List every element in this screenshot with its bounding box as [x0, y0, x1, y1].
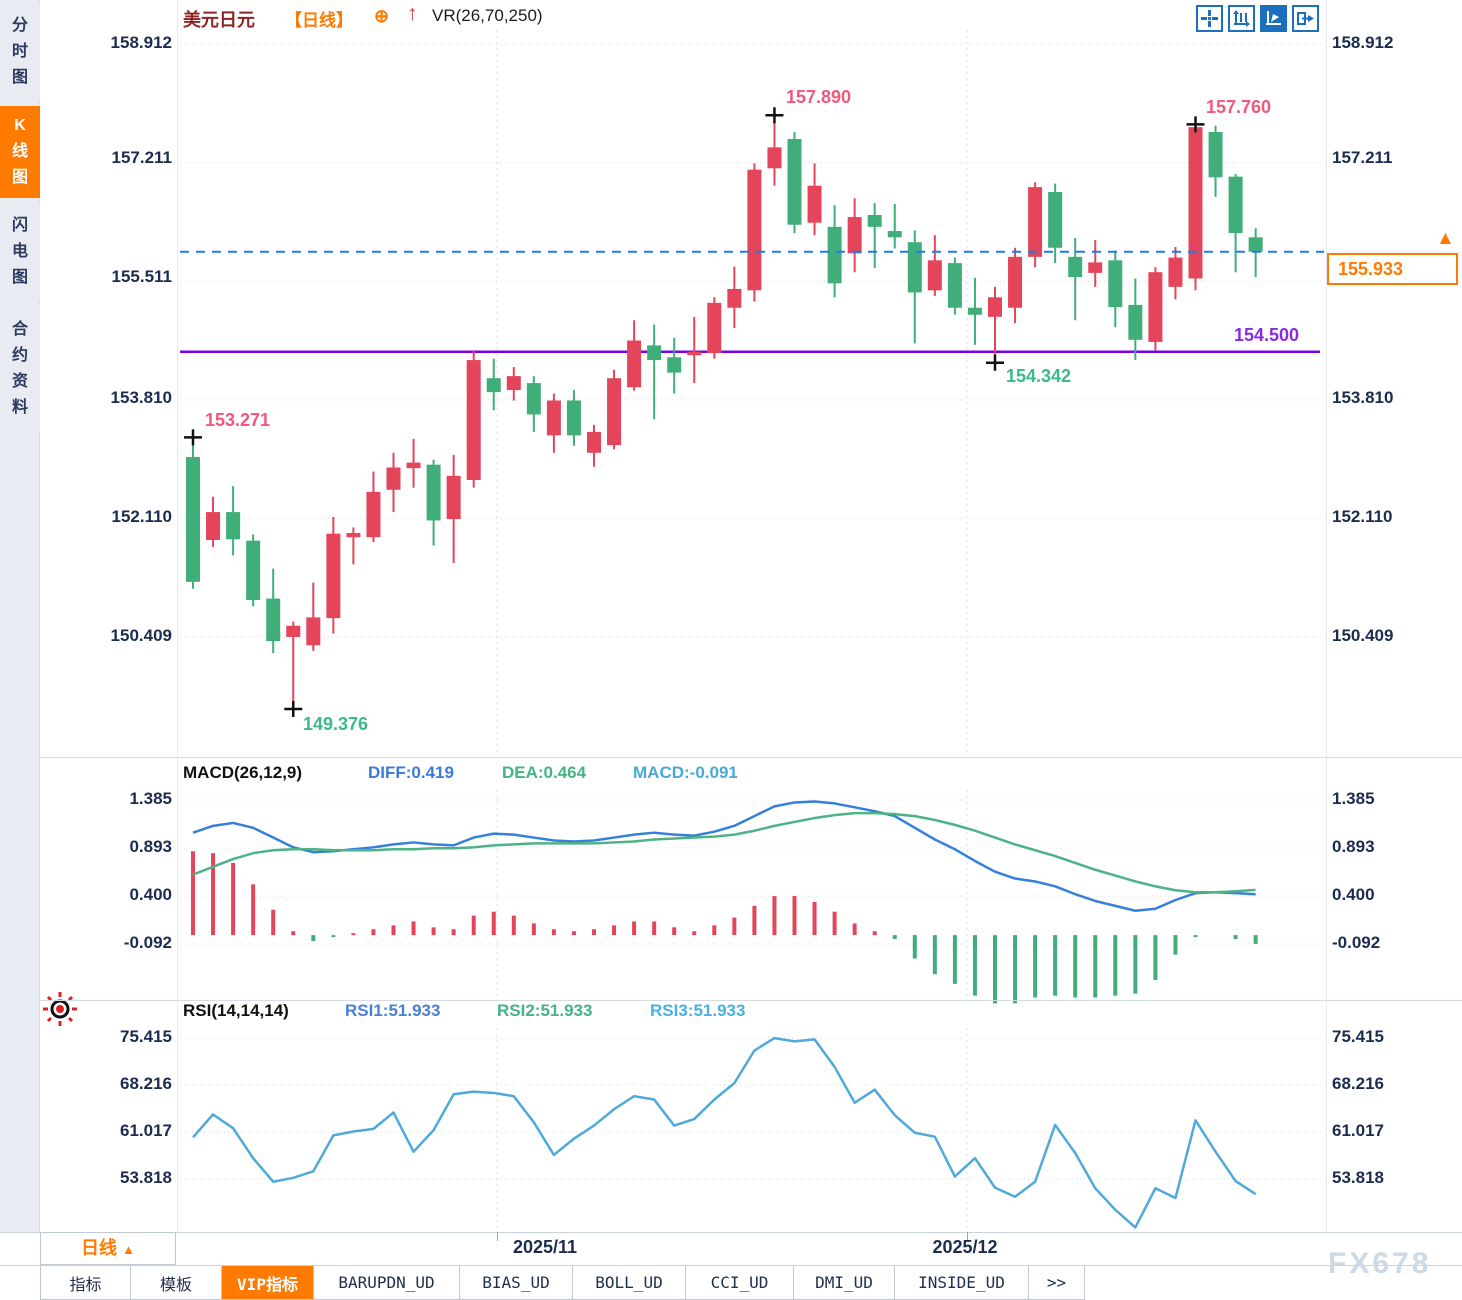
rsi1-value: RSI1:51.933: [345, 1001, 441, 1020]
macd-diff-value: DIFF:0.419: [368, 763, 454, 782]
sidebar-item-lightning-chart[interactable]: 闪电图: [0, 204, 40, 300]
symbol-title: 美元日元: [183, 10, 255, 30]
macd-axis-label-right: 0.893: [1332, 837, 1375, 856]
tab-templates[interactable]: 模板: [131, 1266, 222, 1300]
indicator-tab-bar: 指标 模板 VIP指标 BARUPDN_UD BIAS_UD BOLL_UD C…: [0, 1266, 1462, 1300]
price-axis-label: 152.110: [111, 507, 172, 526]
tab-cci-ud[interactable]: CCI_UD: [686, 1266, 794, 1300]
pointer-icon: [1266, 11, 1281, 25]
tab-boll-ud[interactable]: BOLL_UD: [573, 1266, 686, 1300]
rsi-axis-label-right: 68.216: [1332, 1074, 1384, 1093]
period-selector-label: 日线: [81, 1238, 118, 1258]
period-selector[interactable]: 日线 ▲: [40, 1232, 176, 1265]
price-axis-label: 158.912: [110, 33, 172, 52]
price-axis-label-right: 157.211: [1332, 148, 1393, 167]
rsi-axis-label: 75.415: [120, 1027, 172, 1046]
brand-watermark: FX678: [1328, 1247, 1432, 1280]
price-axis-label-right: 152.110: [1332, 507, 1393, 526]
sidebar-item-label: K线图: [11, 117, 28, 186]
macd-axis-label: 1.385: [129, 789, 172, 808]
tab-more[interactable]: >>: [1029, 1266, 1085, 1300]
month-tick: [967, 1232, 968, 1241]
tab-dmi-ud[interactable]: DMI_UD: [794, 1266, 895, 1300]
swing-high-label: 153.271: [205, 410, 271, 430]
exit-arrow-icon: [1297, 12, 1314, 25]
plot-right-border: [1326, 0, 1327, 1232]
price-axis-label-right: 150.409: [1332, 626, 1394, 645]
macd-dea-value: DEA:0.464: [502, 763, 587, 782]
overlay-indicator-label: VR(26,70,250): [432, 6, 543, 25]
rsi-title[interactable]: RSI(14,14,14): [183, 1001, 289, 1020]
sidebar-item-label: 合约资料: [11, 321, 28, 416]
tab-bias-ud[interactable]: BIAS_UD: [460, 1266, 573, 1300]
price-axis-label: 157.211: [111, 148, 172, 167]
sidebar-item-label: 分时图: [11, 17, 28, 86]
rsi-axis-label-right: 75.415: [1332, 1027, 1384, 1046]
live-target-icon[interactable]: [42, 990, 78, 1028]
current-price-tag[interactable]: 155.933: [1327, 253, 1458, 285]
tab-vip-indicators[interactable]: VIP指标: [222, 1266, 314, 1300]
support-level-label: 154.500: [1234, 325, 1300, 345]
time-axis-row: [0, 1232, 1462, 1266]
price-up-arrow-icon: ▲: [1436, 228, 1455, 249]
rsi2-value: RSI2:51.933: [497, 1001, 593, 1020]
price-axis-label: 155.511: [111, 267, 172, 286]
macd-title[interactable]: MACD(26,12,9): [183, 763, 303, 782]
time-axis-label: 2025/12: [932, 1237, 998, 1257]
swing-low-label: 149.376: [303, 714, 369, 734]
swing-high-label: 157.760: [1206, 97, 1272, 117]
macd-axis-label-right: 1.385: [1332, 789, 1375, 808]
panel-divider: [40, 757, 1462, 758]
macd-axis-label: 0.400: [129, 885, 172, 904]
rsi-axis-label-right: 53.818: [1332, 1168, 1384, 1187]
rsi-axis-label: 61.017: [120, 1121, 172, 1140]
price-axis-label: 150.409: [110, 626, 172, 645]
crosshair-tool-button[interactable]: [1196, 5, 1223, 32]
axis-scale-tool-button[interactable]: [1228, 5, 1255, 32]
rsi-axis-label: 53.818: [120, 1168, 172, 1187]
sidebar-item-label: 闪电图: [11, 217, 28, 286]
exit-fullscreen-button[interactable]: [1292, 5, 1319, 32]
pointer-tool-button[interactable]: [1260, 5, 1287, 32]
price-axis-label: 153.810: [110, 388, 172, 407]
crosshair-icon: [1201, 10, 1218, 27]
sidebar-item-timeline-chart[interactable]: 分时图: [0, 4, 40, 100]
macd-hist-value: MACD:-0.091: [633, 763, 738, 782]
month-tick: [497, 1232, 498, 1241]
sidebar-item-contract-info[interactable]: 合约资料: [0, 306, 40, 432]
tab-indicators[interactable]: 指标: [40, 1266, 131, 1300]
price-axis-label-right: 153.810: [1332, 388, 1394, 407]
macd-axis-label: -0.092: [123, 933, 172, 952]
swing-low-label: 154.342: [1006, 366, 1072, 386]
swing-high-label: 157.890: [786, 87, 852, 107]
panel-divider: [40, 1000, 1462, 1001]
plot-left-border: [177, 0, 178, 1232]
macd-axis-label: 0.893: [129, 837, 172, 856]
rsi-axis-label-right: 61.017: [1332, 1121, 1384, 1140]
macd-axis-label-right: 0.400: [1332, 885, 1375, 904]
period-tag[interactable]: 【日线】: [285, 11, 353, 30]
tab-barupdn-ud[interactable]: BARUPDN_UD: [314, 1266, 460, 1300]
add-indicator-icon[interactable]: ⊕: [374, 6, 390, 26]
tab-inside-ud[interactable]: INSIDE_UD: [895, 1266, 1029, 1300]
macd-axis-label-right: -0.092: [1332, 933, 1381, 952]
axis-scale-icon: [1233, 10, 1250, 27]
sidebar-item-candlestick-chart[interactable]: K线图: [0, 106, 40, 198]
left-sidebar: 分时图 K线图 闪电图 合约资料: [0, 0, 40, 1232]
rsi3-value: RSI3:51.933: [650, 1001, 746, 1020]
up-arrow-icon: ↑: [407, 2, 418, 25]
time-axis-label: 2025/11: [512, 1237, 578, 1257]
rsi-axis-label: 68.216: [120, 1074, 172, 1093]
triangle-up-icon: ▲: [122, 1242, 135, 1257]
price-axis-label-right: 158.912: [1332, 33, 1394, 52]
